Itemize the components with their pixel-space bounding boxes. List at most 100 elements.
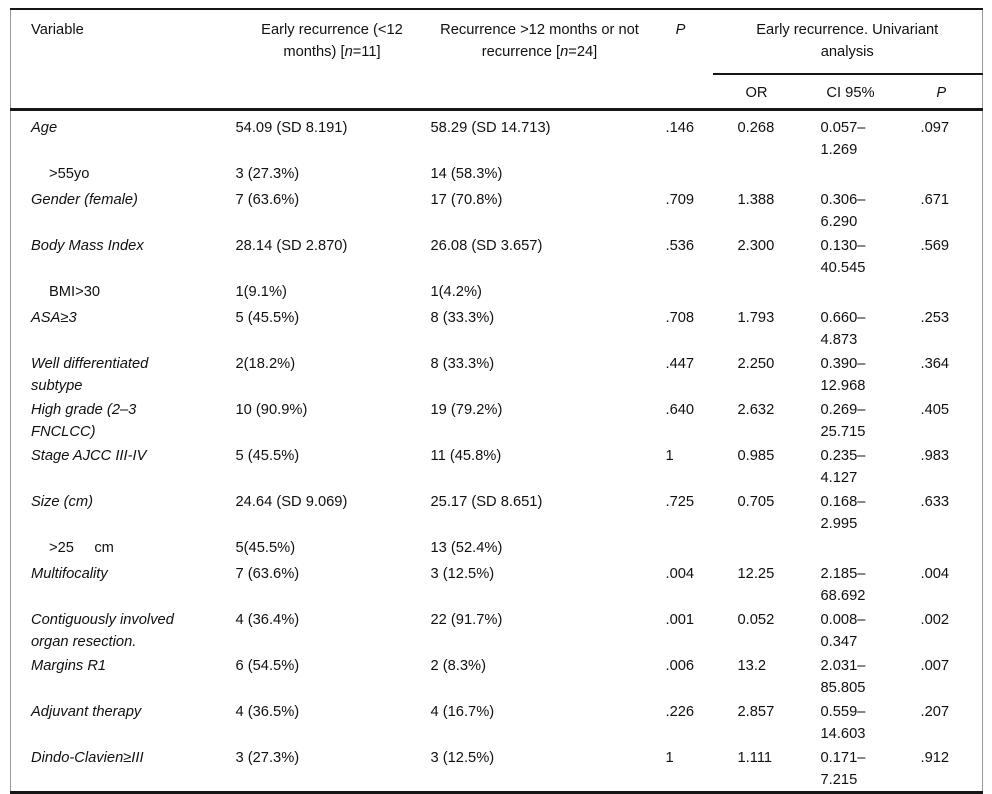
- cell-variable: BMI>30: [49, 284, 101, 300]
- table-row: Multifocality 7 (63.6%) 3 (12.5%) .004 12.25…: [11, 561, 983, 607]
- cell-ci95: 0.171– 7.215: [820, 750, 866, 788]
- col-header-or: OR: [745, 84, 768, 101]
- cell-or: 2.632: [737, 402, 775, 418]
- cell-p-univariant: .633: [920, 494, 950, 510]
- cell-p: [649, 535, 713, 561]
- cell-or: 0.705: [737, 494, 775, 510]
- cell-p-univariant: .253: [920, 310, 950, 326]
- cell-variable: High grade (2–3 FNCLCC): [31, 402, 141, 440]
- cell-p: .725: [665, 494, 695, 510]
- cell-or: 0.268: [737, 120, 775, 136]
- cell-late-or-no-recurrence: 2 (8.3%): [430, 658, 487, 674]
- cell-early-recurrence: 3 (27.3%): [235, 750, 300, 766]
- cell-or: 1.388: [737, 192, 775, 208]
- cell-late-or-no-recurrence: 4 (16.7%): [430, 704, 495, 720]
- table-row: BMI>30 1(9.1%) 1(4.2%): [11, 279, 983, 305]
- col-group-header-univariant-analysis: Early recurrence. Univariant analysis: [712, 9, 983, 75]
- cell-ci95: 0.130– 40.545: [820, 238, 866, 276]
- cell-variable: Margins R1: [31, 658, 107, 674]
- cell-late-or-no-recurrence: 26.08 (SD 3.657): [430, 238, 543, 254]
- cell-p-univariant: .671: [920, 192, 950, 208]
- cell-ci95: [801, 535, 901, 561]
- cell-variable: Gender (female): [31, 192, 138, 208]
- cell-p-univariant: [901, 535, 983, 561]
- cell-ci95: 0.660– 4.873: [820, 310, 866, 348]
- cell-variable: Age: [31, 120, 58, 136]
- cell-late-or-no-recurrence: 11 (45.8%): [430, 448, 502, 464]
- cell-variable: Dindo-Clavien≥III: [31, 750, 144, 766]
- cell-ci95: [801, 161, 901, 187]
- table-row: Contiguously involved organ resection. 4 …: [11, 607, 983, 653]
- cell-p-univariant: [901, 161, 983, 187]
- cell-p-univariant: .097: [920, 120, 950, 136]
- cell-ci95: [801, 279, 901, 305]
- cell-p: [649, 161, 713, 187]
- header-row-1: Variable Early recurrence (<12 months) […: [11, 9, 983, 75]
- cell-late-or-no-recurrence: 8 (33.3%): [430, 310, 495, 326]
- col-header-p-univariant: P: [936, 84, 947, 101]
- cell-p-univariant: .983: [920, 448, 950, 464]
- cell-p: .708: [665, 310, 695, 326]
- cell-early-recurrence: 7 (63.6%): [235, 566, 300, 582]
- table-row: Stage AJCC III-IV 5 (45.5%) 11 (45.8%) 1 0.9…: [11, 443, 983, 489]
- cell-p: .226: [665, 704, 695, 720]
- cell-or: 1.111: [737, 750, 773, 766]
- cell-p: .536: [665, 238, 695, 254]
- cell-variable: >55yo: [49, 166, 90, 182]
- table-body: Age 54.09 (SD 8.191) 58.29 (SD 14.713) .146…: [11, 110, 983, 793]
- cell-p: 1: [665, 750, 674, 766]
- cell-ci95: 2.031– 85.805: [820, 658, 866, 696]
- cell-early-recurrence: 1(9.1%): [235, 284, 287, 300]
- col-header-variable: Variable: [31, 22, 84, 38]
- cell-or: 12.25: [737, 566, 775, 582]
- cell-ci95: 0.168– 2.995: [820, 494, 866, 532]
- table-row: >55yo 3 (27.3%) 14 (58.3%): [11, 161, 983, 187]
- table-row: Dindo-Clavien≥III 3 (27.3%) 3 (12.5%) 1 1.11…: [11, 745, 983, 793]
- cell-p: 1: [665, 448, 674, 464]
- cell-or: [713, 535, 801, 561]
- cell-ci95: 0.390– 12.968: [820, 356, 866, 394]
- cell-p: .006: [665, 658, 695, 674]
- cell-p-univariant: .004: [920, 566, 950, 582]
- table-row: Adjuvant therapy 4 (36.5%) 4 (16.7%) .226 2.…: [11, 699, 983, 745]
- cell-late-or-no-recurrence: 8 (33.3%): [430, 356, 495, 372]
- cell-variable: Adjuvant therapy: [31, 704, 142, 720]
- cell-early-recurrence: 54.09 (SD 8.191): [235, 120, 348, 136]
- table-row: ASA≥3 5 (45.5%) 8 (33.3%) .708 1.793 0.660– 4.…: [11, 305, 983, 351]
- cell-late-or-no-recurrence: 14 (58.3%): [430, 166, 503, 182]
- cell-early-recurrence: 5 (45.5%): [235, 448, 300, 464]
- cell-early-recurrence: 7 (63.6%): [235, 192, 300, 208]
- cell-ci95: 0.008– 0.347: [820, 612, 866, 650]
- cell-early-recurrence: 24.64 (SD 9.069): [235, 494, 348, 510]
- univariant-analysis-table: Variable Early recurrence (<12 months) […: [10, 8, 983, 794]
- cell-variable: Size (cm): [31, 494, 94, 510]
- cell-or: 1.793: [737, 310, 775, 326]
- cell-p-univariant: .405: [920, 402, 950, 418]
- cell-or: 0.052: [737, 612, 775, 628]
- col-header-ci95: CI 95%: [826, 84, 875, 101]
- cell-early-recurrence: 5 (45.5%): [235, 310, 300, 326]
- cell-p: .004: [665, 566, 695, 582]
- table-row: Age 54.09 (SD 8.191) 58.29 (SD 14.713) .146…: [11, 110, 983, 162]
- cell-ci95: 2.185– 68.692: [820, 566, 866, 604]
- cell-late-or-no-recurrence: 19 (79.2%): [430, 402, 503, 418]
- cell-late-or-no-recurrence: 25.17 (SD 8.651): [430, 494, 543, 510]
- cell-variable: >25 cm: [49, 540, 114, 556]
- cell-p: .001: [665, 612, 695, 628]
- cell-early-recurrence: 3 (27.3%): [235, 166, 300, 182]
- cell-late-or-no-recurrence: 3 (12.5%): [430, 566, 495, 582]
- cell-or: 2.300: [737, 238, 775, 254]
- col-header-p: P: [675, 22, 686, 38]
- cell-p: .146: [665, 120, 695, 136]
- cell-early-recurrence: 2(18.2%): [235, 356, 296, 372]
- cell-ci95: 0.057– 1.269: [820, 120, 866, 158]
- cell-p: .709: [665, 192, 695, 208]
- cell-p-univariant: .207: [920, 704, 950, 720]
- cell-variable: Contiguously involved organ resection.: [31, 612, 178, 650]
- table-row: High grade (2–3 FNCLCC) 10 (90.9%) 19 (79.…: [11, 397, 983, 443]
- cell-variable: Body Mass Index: [31, 238, 144, 254]
- cell-late-or-no-recurrence: 3 (12.5%): [430, 750, 495, 766]
- table-row: Margins R1 6 (54.5%) 2 (8.3%) .006 13.2 2.031…: [11, 653, 983, 699]
- cell-or: 2.857: [737, 704, 775, 720]
- col-header-late-or-no-recurrence: Recurrence >12 months or not recurrence …: [440, 22, 639, 60]
